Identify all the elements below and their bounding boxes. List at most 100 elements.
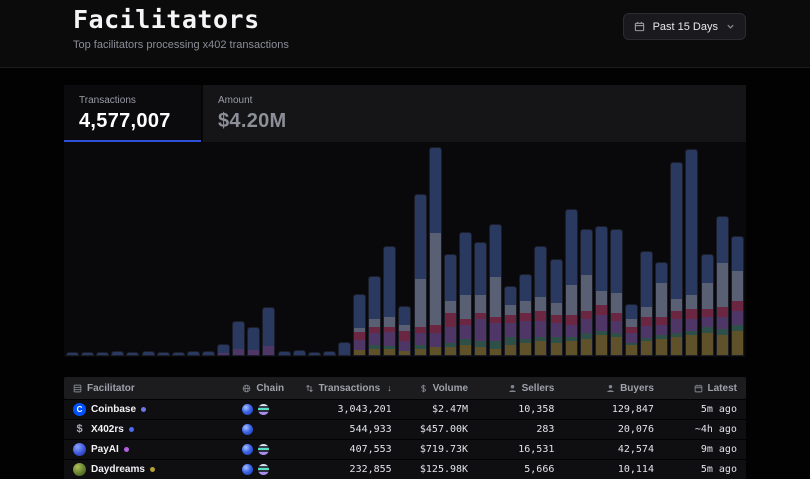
chart-segment-maroon	[474, 313, 486, 319]
chart-segment-purple	[505, 323, 517, 337]
chart-bar[interactable]	[580, 230, 592, 355]
column-header-facilitator[interactable]: Facilitator	[73, 383, 242, 394]
chart-bar[interactable]	[490, 225, 502, 355]
chart-bar[interactable]	[202, 352, 214, 355]
chart-segment-maroon	[384, 327, 396, 332]
chart-segment-navy	[82, 353, 94, 355]
rows-icon	[73, 384, 82, 393]
table-row[interactable]: C Coinbase 3,043,201 $2.47M 10,358 129,847 5m …	[64, 400, 746, 419]
facilitator-name: X402rs	[91, 424, 124, 435]
date-range-dropdown[interactable]: Past 15 Days	[622, 13, 746, 40]
chart-segment-teal	[505, 337, 517, 345]
solana-chain-icon	[258, 444, 270, 455]
chart-bar[interactable]	[97, 353, 109, 355]
table-row[interactable]: Daydreams 232,855 $125.98K 5,666 10,114 5m ag…	[64, 460, 746, 479]
chart-bar[interactable]	[127, 353, 139, 355]
latest-value: ~4h ago	[694, 424, 737, 435]
chart-bar[interactable]	[474, 243, 486, 355]
chart-segment-navy	[97, 353, 109, 355]
chart-bar[interactable]	[671, 163, 683, 355]
tab-transactions[interactable]: Transactions 4,577,007	[64, 85, 201, 142]
chart-bar[interactable]	[641, 252, 653, 355]
column-header-label: Volume	[432, 382, 469, 394]
tab-transactions-value: 4,577,007	[79, 110, 171, 132]
chart-bar[interactable]	[67, 353, 78, 355]
chart-segment-purple	[580, 319, 592, 333]
chart-bar[interactable]	[248, 328, 260, 355]
chart-bar[interactable]	[686, 150, 698, 355]
chart-segment-purple	[459, 325, 471, 339]
table-row[interactable]: PayAI 407,553 $719.73K 16,531 42,574 9m ago	[64, 440, 746, 459]
column-header-chain[interactable]: Chain	[242, 383, 308, 394]
chart-segment-navy	[580, 230, 592, 275]
table-row[interactable]: $ X402rs 544,933 $457.00K 283 20,076 ~4h ago	[64, 420, 746, 439]
chart-bar[interactable]	[701, 255, 713, 355]
chart-bar[interactable]	[626, 305, 638, 355]
chart-bar[interactable]	[278, 352, 290, 355]
chart-bar[interactable]	[550, 260, 562, 355]
chart-segment-navy	[535, 247, 547, 297]
facilitator-cell: PayAI	[73, 443, 242, 456]
chart-bar[interactable]	[610, 230, 622, 355]
chart-bar[interactable]	[263, 308, 275, 355]
series-color-dot	[123, 447, 129, 452]
chart-bar[interactable]	[595, 227, 607, 355]
chart-segment-teal	[414, 345, 426, 349]
column-header-buyers[interactable]: Buyers	[554, 383, 654, 394]
chart-bar[interactable]	[142, 352, 154, 355]
chart-bar[interactable]	[716, 217, 728, 355]
chart-segment-olive	[414, 349, 426, 355]
chart-bar[interactable]	[293, 351, 305, 355]
chart-bar[interactable]	[459, 233, 471, 355]
chart-bar[interactable]	[535, 247, 547, 355]
chart-segment-purple	[384, 332, 396, 346]
chart-segment-olive	[444, 347, 456, 355]
column-header-volume[interactable]: Volume	[392, 383, 468, 394]
chart-segment-teal	[701, 327, 713, 333]
chart-bar[interactable]	[172, 353, 184, 355]
base-chain-icon	[242, 464, 254, 475]
chart-bar[interactable]	[369, 277, 381, 355]
chart-bar[interactable]	[354, 295, 366, 355]
chart-segment-maroon	[626, 327, 638, 333]
chart-bar[interactable]	[444, 255, 456, 355]
chart-segment-navy	[550, 260, 562, 303]
column-header-latest[interactable]: Latest	[654, 383, 737, 394]
chart-bar[interactable]	[233, 322, 245, 355]
chart-bar[interactable]	[338, 343, 350, 355]
chart-bar[interactable]	[112, 352, 124, 355]
chart-segment-navy	[233, 322, 245, 349]
chart-bar[interactable]	[323, 352, 335, 355]
chart-segment-olive	[731, 331, 743, 355]
chart-bar[interactable]	[157, 353, 169, 355]
column-header-sellers[interactable]: Sellers	[468, 383, 554, 394]
chart-bar[interactable]	[308, 353, 320, 355]
payai-logo-icon	[73, 443, 86, 456]
chart-segment-teal	[550, 337, 562, 343]
chart-bar[interactable]	[384, 247, 396, 355]
dollar-icon	[419, 384, 428, 393]
chart-segment-olive	[641, 341, 653, 355]
chart-bar[interactable]	[414, 195, 426, 355]
chart-bar[interactable]	[187, 352, 199, 355]
chart-bar[interactable]	[218, 345, 230, 355]
chart-segment-navy	[701, 255, 713, 283]
transactions-value: 3,043,201	[337, 404, 392, 415]
chart-bar[interactable]	[731, 237, 743, 355]
chart-bar[interactable]	[520, 275, 532, 355]
chart-segment-navy	[384, 247, 396, 317]
tabstrip-filler	[338, 85, 746, 142]
chart-bar[interactable]	[505, 287, 517, 355]
column-header-transactions[interactable]: Transactions ↓	[305, 383, 392, 394]
volume-value: $2.47M	[431, 404, 469, 415]
chart-bar[interactable]	[399, 307, 411, 355]
chart-segment-maroon	[459, 319, 471, 325]
chart-bar[interactable]	[82, 353, 94, 355]
chart-bar[interactable]	[565, 210, 577, 355]
tab-amount[interactable]: Amount $4.20M	[201, 85, 338, 142]
chart-bar[interactable]	[429, 148, 441, 355]
chart-segment-olive	[369, 349, 381, 355]
chart-segment-maroon	[490, 317, 502, 323]
chart-bar[interactable]	[656, 263, 668, 355]
chart-segment-maroon	[399, 331, 411, 341]
